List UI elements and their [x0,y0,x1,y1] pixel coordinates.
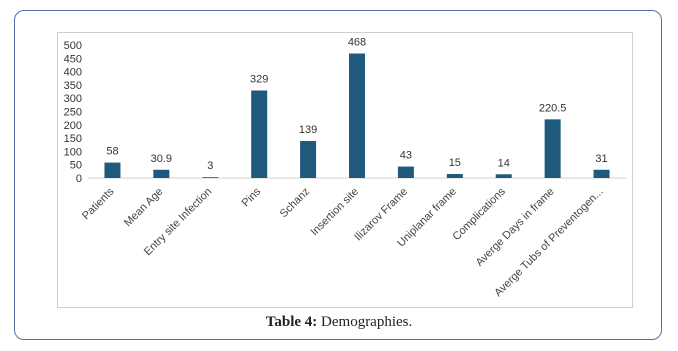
y-tick-label: 0 [76,173,82,185]
data-label: 3 [207,160,213,172]
bar [202,177,219,178]
y-tick-label: 200 [64,120,82,132]
x-tick-label: Insertion site [309,186,362,239]
y-tick-label: 100 [64,146,82,158]
bar [397,166,414,178]
y-tick-label: 350 [64,80,82,92]
x-tick-label: Pins [240,185,264,209]
data-label: 329 [250,73,268,85]
bar [251,90,268,178]
chart-area: 0 50 100 150 200 250 300 350 400 450 500 58 Patients… [57,32,633,308]
data-label: 58 [106,146,118,158]
data-label: 43 [400,150,412,162]
bar [446,174,463,178]
figure-frame: 0 50 100 150 200 250 300 350 400 450 500 58 Patients… [14,10,662,340]
y-tick-label: 300 [64,93,82,105]
data-label: 468 [348,37,366,49]
bar [593,169,610,178]
data-label: 14 [498,157,510,169]
x-tick-label: Patients [80,185,117,222]
x-tick-label: Schanz [278,186,312,220]
bar [544,119,561,178]
y-tick-label: 400 [64,67,82,79]
data-label: 139 [299,124,317,136]
y-tick-label: 500 [64,40,82,52]
caption-label: Table 4: [265,314,318,330]
data-label: 220.5 [539,102,567,114]
y-tick-label: 150 [64,133,82,145]
bar [104,162,121,178]
figure-caption: Table 4: Demographies. [0,314,678,331]
bar [300,141,317,178]
data-label: 31 [595,153,607,165]
data-label: 30.9 [151,153,172,165]
x-tick-label: Averge Tubs of Preventogen... [492,186,605,299]
data-label: 15 [449,157,461,169]
x-tick-label: Mean Age [122,186,166,230]
y-tick-label: 450 [64,53,82,65]
y-tick-label: 50 [70,160,82,172]
y-tick-label: 250 [64,107,82,119]
bar [495,174,512,178]
bar [349,53,365,178]
caption-text: Demographies. [317,314,413,330]
bar [153,169,170,178]
